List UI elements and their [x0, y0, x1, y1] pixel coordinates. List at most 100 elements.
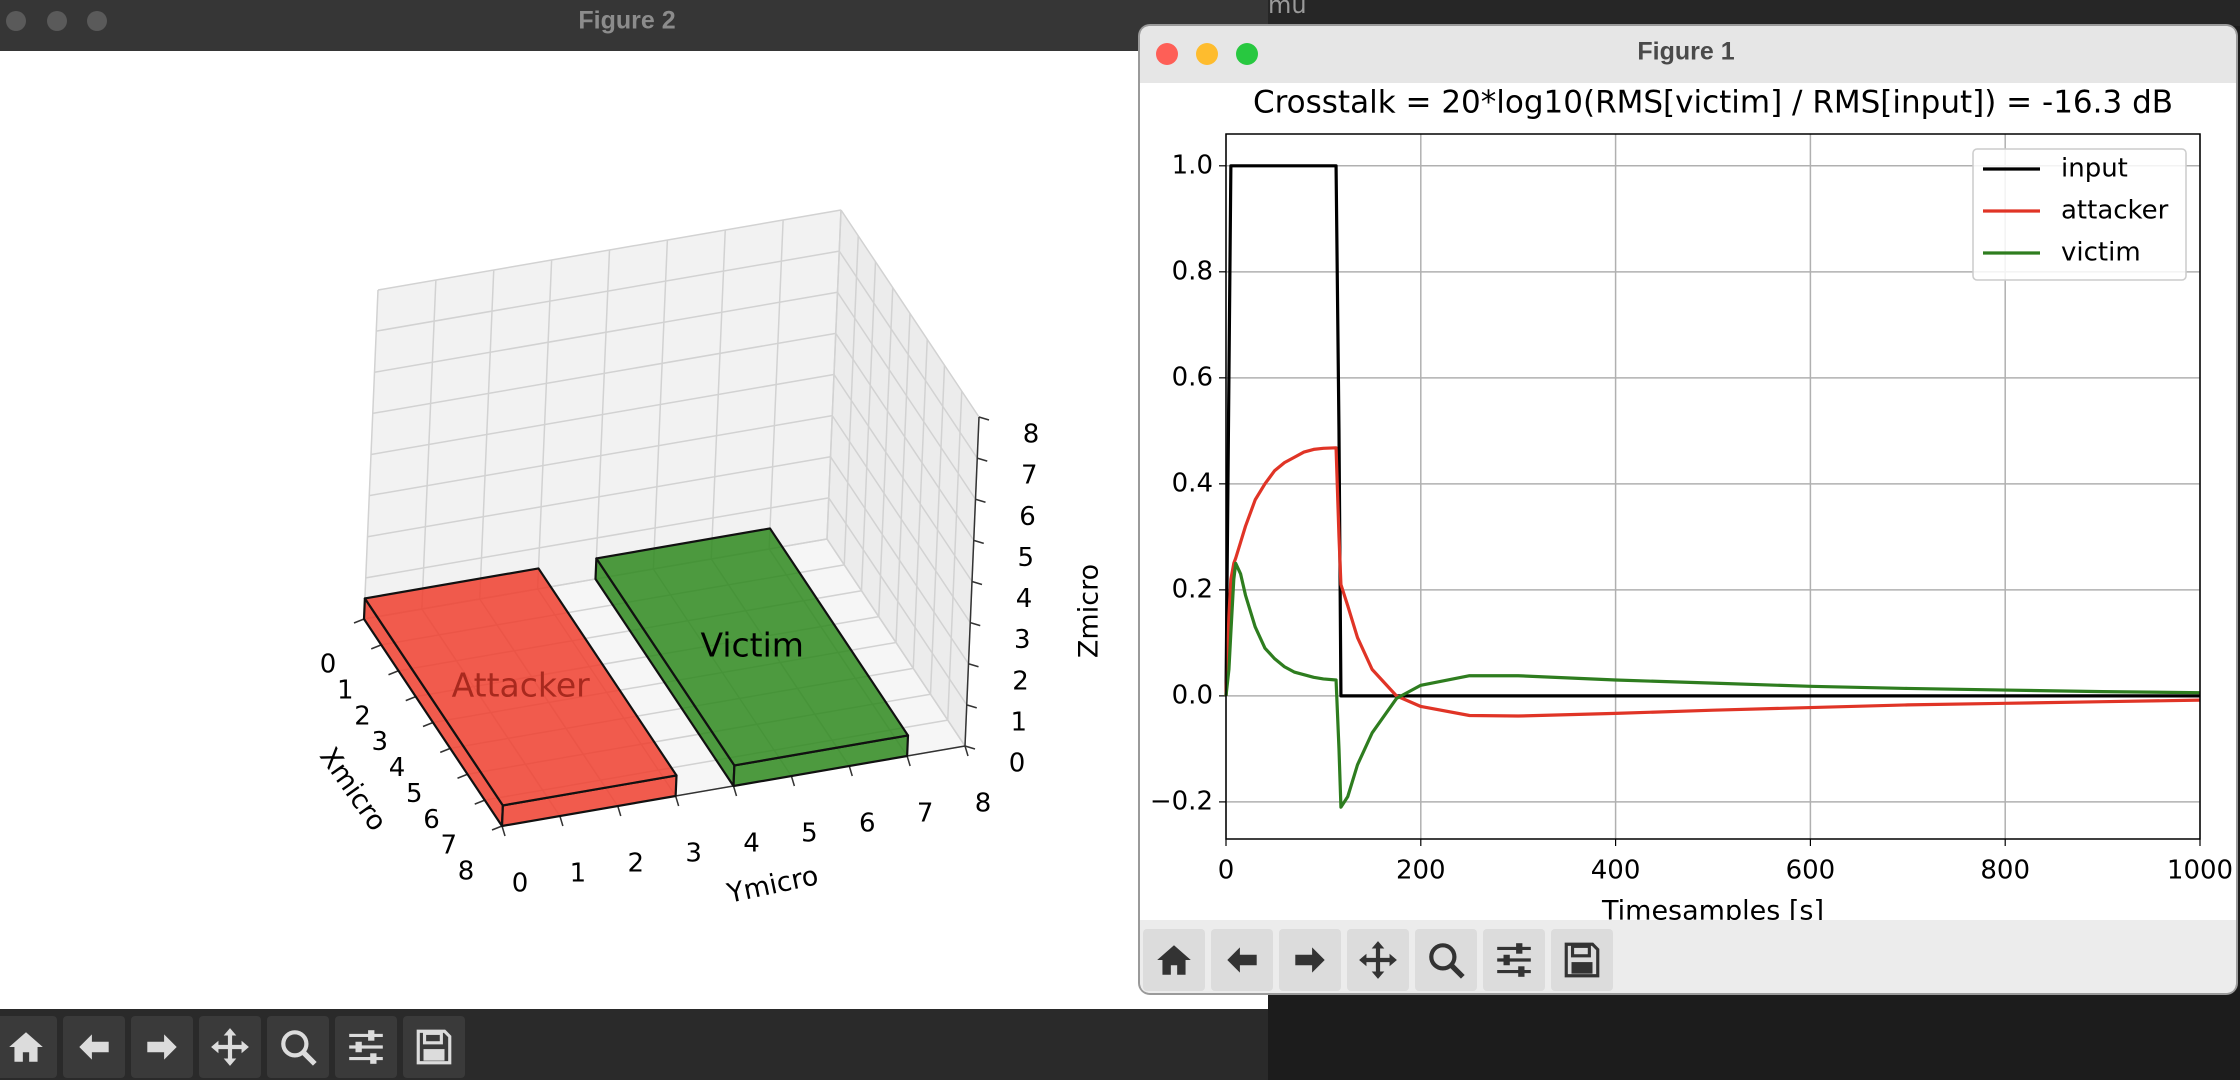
y-tick-label: 5: [801, 819, 818, 849]
z-tick-label: 3: [1014, 625, 1031, 655]
title-bar: [1140, 26, 2236, 83]
window-body: [1140, 26, 2236, 993]
y-tick-label: 0.2: [1172, 574, 1213, 604]
x-tick-label: 0: [1218, 856, 1235, 886]
z-tick-label: 6: [1019, 502, 1036, 532]
x-tick-label: 4: [389, 753, 406, 783]
box-top: [363, 567, 678, 807]
zoom-button[interactable]: [1236, 43, 1258, 65]
grid-line: [826, 538, 966, 747]
tick-mark: [559, 815, 564, 827]
window-title: Figure 1: [1637, 38, 1734, 66]
tick-mark: [964, 745, 976, 750]
x-tick-label: 7: [440, 831, 457, 861]
series-line: [1224, 446, 2201, 718]
tick-mark: [491, 825, 503, 831]
tick-mark: [964, 745, 969, 757]
tick-mark: [457, 773, 468, 779]
grid-line: [838, 250, 978, 459]
series-line: [1224, 164, 2200, 698]
y-tick-label: 1.0: [1172, 150, 1213, 180]
tick-mark: [439, 747, 451, 754]
toolbar-button[interactable]: [267, 1016, 329, 1078]
z-tick-label: 2: [1012, 666, 1029, 696]
tick-mark: [617, 805, 622, 817]
figure-1-window: Figure 1 Crosstalk = 20*log10(RMS[victim…: [1138, 24, 2238, 995]
close-button[interactable]: [1156, 43, 1178, 65]
z-tick-label: 0: [1009, 749, 1026, 779]
chart-title: Crosstalk = 20*log10(RMS[victim] / RMS[i…: [1253, 85, 2173, 121]
y-tick-label: 0.4: [1172, 468, 1213, 498]
x-tick-label: 8: [458, 857, 475, 887]
box-label: Victim: [700, 625, 803, 664]
grid-line: [840, 209, 980, 418]
legend-box: [1972, 148, 2187, 281]
minimize-button[interactable]: [1196, 43, 1218, 65]
toolbar-buttons: [0, 1016, 465, 1078]
legend-label: victim: [2061, 238, 2141, 268]
z-tick-label: 5: [1017, 543, 1034, 573]
toolbar-button[interactable]: [403, 1016, 465, 1078]
y-tick-label: 1: [570, 859, 587, 889]
z-axis-label: Zmicro: [1074, 564, 1105, 658]
x-tick-label: 6: [423, 805, 440, 835]
tick-mark: [968, 663, 979, 668]
tick-mark: [388, 670, 399, 676]
grid-line: [367, 456, 831, 538]
y-tick-label: 6: [859, 809, 876, 839]
grid-line: [372, 332, 836, 415]
close-button[interactable]: [6, 11, 26, 31]
y-tick-label: 4: [743, 829, 760, 859]
grid-line: [377, 209, 842, 291]
box-label: Attacker: [452, 665, 590, 704]
x-tick-label: 3: [371, 727, 388, 757]
minimize-button[interactable]: [47, 11, 67, 31]
x-tick-label: 1: [337, 675, 354, 705]
z-tick-label: 7: [1021, 461, 1038, 491]
toolbar-button[interactable]: [1415, 929, 1477, 991]
toolbar-buttons: [1143, 929, 1613, 991]
toolbar-button[interactable]: [1551, 929, 1613, 991]
background-window: [1240, 0, 2240, 26]
tick-mark: [422, 721, 434, 728]
tick-mark: [975, 498, 986, 503]
tick-mark: [973, 539, 984, 545]
x-tick-label: 5: [406, 779, 423, 809]
title-bar: [0, 0, 1268, 51]
tick-mark: [405, 695, 417, 702]
grid-line: [836, 291, 977, 500]
zoom-button[interactable]: [87, 11, 107, 31]
tick-mark: [732, 785, 738, 797]
tick-mark: [674, 795, 680, 807]
tick-mark: [970, 621, 981, 627]
toolbar-icon: [1495, 941, 1533, 979]
y-tick-label: 0: [512, 869, 529, 899]
x-tick-label: 600: [1786, 856, 1836, 886]
tick-mark: [966, 704, 977, 709]
tick-mark: [474, 799, 486, 805]
grid-line: [370, 373, 835, 456]
legend-label: attacker: [2061, 196, 2169, 226]
toolbar: [1140, 920, 2236, 993]
tick-mark: [977, 457, 988, 462]
x-tick-label: 1000: [2167, 856, 2233, 886]
plot-frame: [1225, 133, 2201, 840]
y-tick-label: 2: [627, 849, 644, 879]
grid-line: [376, 250, 840, 332]
y-tick-label: 3: [685, 839, 702, 869]
x-tick-label: 200: [1396, 856, 1446, 886]
y-tick-label: 0.8: [1172, 256, 1213, 286]
background-window-title: mu: [1268, 0, 1307, 19]
grid-line: [369, 414, 833, 497]
x-axis-label: Timesamples [s]: [1601, 896, 1824, 927]
y-tick-label: 8: [975, 789, 992, 819]
grid-line: [833, 374, 973, 582]
grid-line: [829, 456, 970, 665]
toolbar-icon: [347, 1028, 385, 1066]
tick-mark: [848, 765, 853, 777]
plot-2d: Crosstalk = 20*log10(RMS[victim] / RMS[i…: [1150, 85, 2233, 927]
tick-mark: [978, 416, 990, 421]
tick-mark: [501, 825, 506, 837]
